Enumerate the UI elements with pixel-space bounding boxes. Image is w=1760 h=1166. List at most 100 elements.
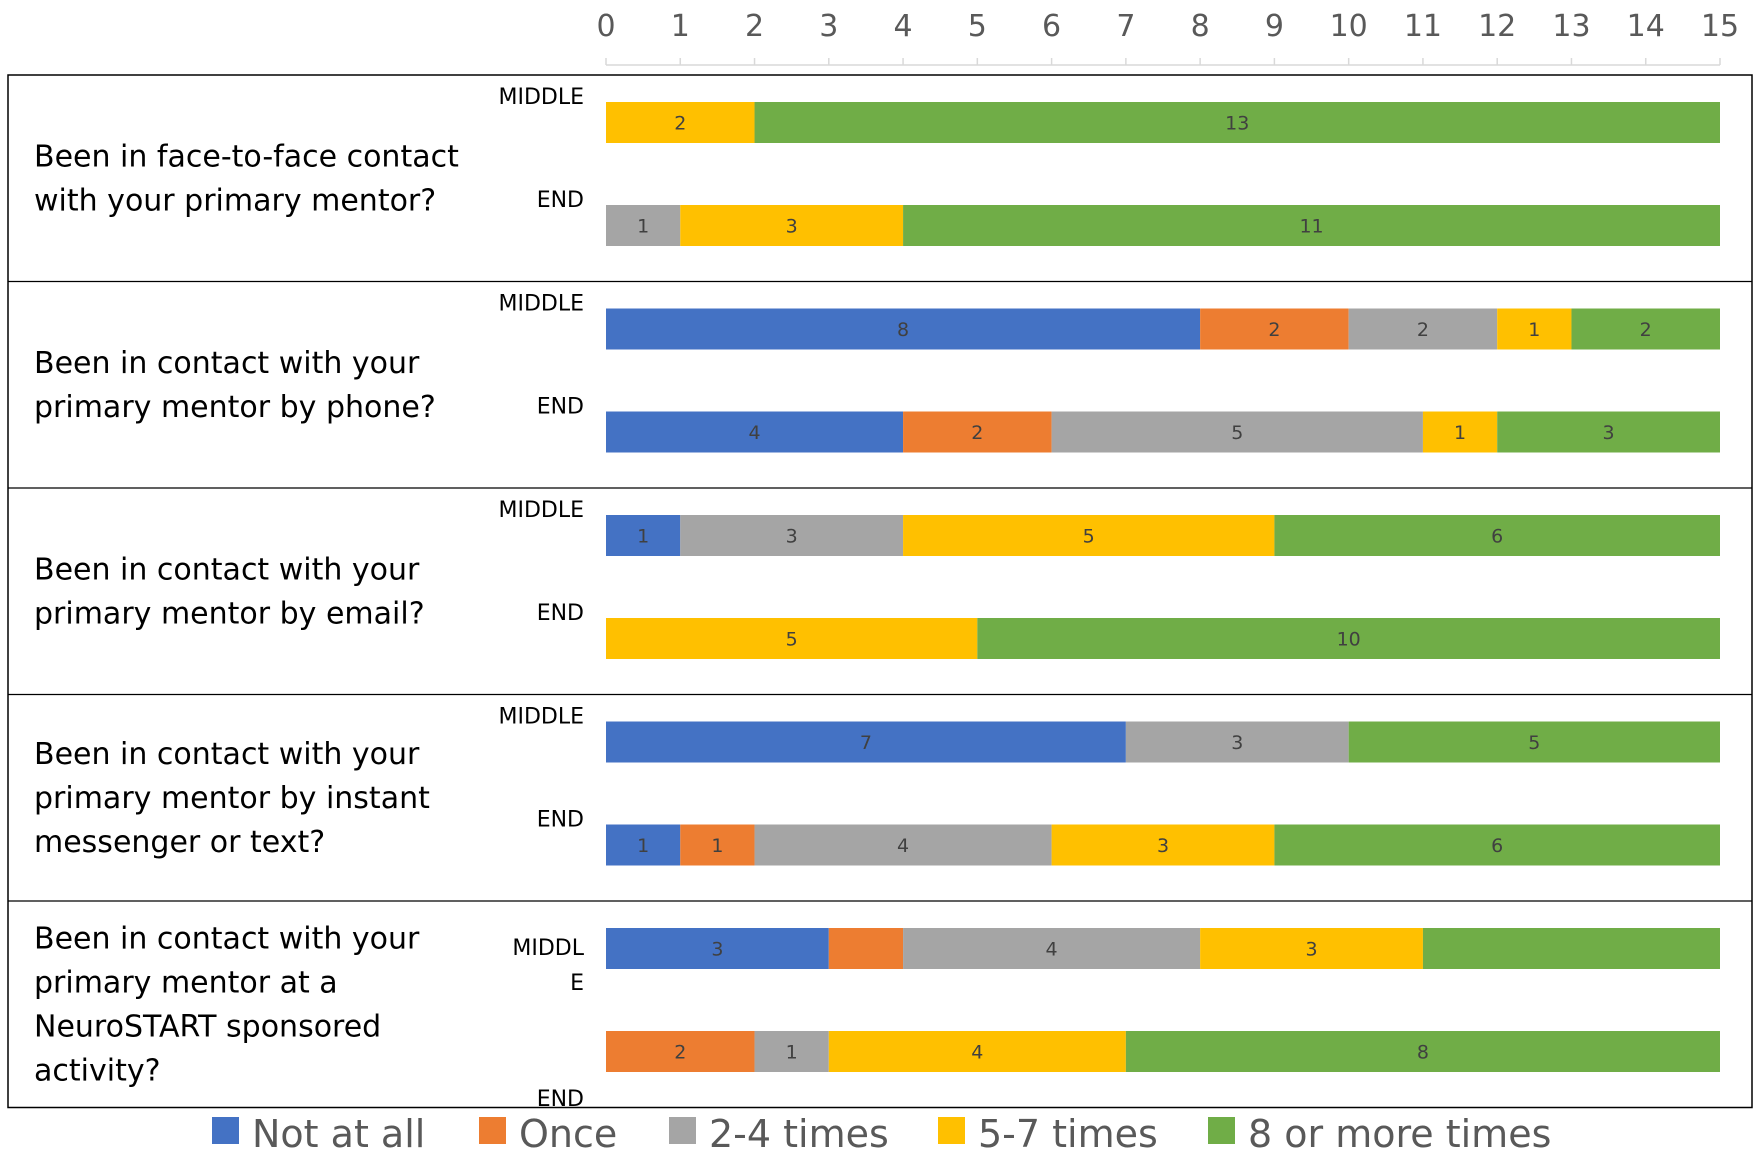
bar-data-label: 4 xyxy=(971,1042,983,1064)
bar-data-label: 1 xyxy=(711,835,723,857)
legend-label: 2-4 times xyxy=(709,1112,889,1156)
bar-data-label: 1 xyxy=(1528,319,1540,341)
bar-segment xyxy=(680,515,904,556)
category-labels: Been in face-to-face contact with your pr… xyxy=(34,85,585,1112)
bar-data-label: 2 xyxy=(674,113,686,135)
legend-label: Once xyxy=(519,1112,617,1156)
bar-data-label: 3 xyxy=(1305,939,1317,961)
bar-data-label: 1 xyxy=(786,1042,798,1064)
x-tick-label: 8 xyxy=(1191,9,1210,44)
bar-category-label: END xyxy=(537,808,584,833)
x-tick-label: 0 xyxy=(596,9,615,44)
bar-data-label: 1 xyxy=(637,835,649,857)
bar-data-label: 1 xyxy=(1454,422,1466,444)
bar-category-label: END xyxy=(537,1087,584,1112)
bar-category-label: END xyxy=(537,188,584,213)
bar-data-label: 3 xyxy=(1157,835,1169,857)
bar-segment xyxy=(828,1031,1126,1072)
bar-segment xyxy=(1051,411,1423,453)
legend-swatch xyxy=(938,1117,965,1144)
bar-segment xyxy=(1571,308,1720,350)
x-tick-label: 4 xyxy=(894,9,913,44)
bar-segment xyxy=(1422,411,1498,453)
x-tick-label: 3 xyxy=(819,9,838,44)
x-tick-label: 10 xyxy=(1330,9,1368,44)
bar-data-label: 2 xyxy=(1417,319,1429,341)
bar-segment xyxy=(1348,721,1720,763)
bar-data-label: 13 xyxy=(1225,113,1249,135)
bar-segment xyxy=(606,928,829,969)
bar-data-label: 3 xyxy=(1231,732,1243,754)
bar-segment xyxy=(1348,308,1498,350)
bar-segment xyxy=(754,102,1720,143)
x-tick-label: 13 xyxy=(1552,9,1590,44)
bar-segment xyxy=(606,515,681,556)
bars: 2 131 3 118 2 2 1 24 2 5 1 31 3 5 65 107 3 51 1 4 3 63 4 32 1 4 8 xyxy=(606,102,1720,1072)
bar-segment xyxy=(903,928,1201,969)
bar-segment xyxy=(606,824,681,866)
bar-segment xyxy=(606,618,978,659)
x-tick-label: 14 xyxy=(1627,9,1665,44)
bar-data-label: 2 xyxy=(1640,319,1652,341)
bar-segment xyxy=(606,1031,755,1072)
bar-data-label: 3 xyxy=(711,939,723,961)
bar-category-label: END xyxy=(537,395,584,420)
bar-data-label: 3 xyxy=(786,216,798,238)
bar-segment xyxy=(1125,721,1349,763)
bar-data-label: 7 xyxy=(860,732,872,754)
bar-segment xyxy=(754,824,1052,866)
bar-segment xyxy=(754,1031,829,1072)
x-tick-label: 12 xyxy=(1478,9,1516,44)
x-tick-label: 5 xyxy=(968,9,987,44)
bar-segment xyxy=(680,824,755,866)
legend-label: Not at all xyxy=(252,1112,425,1156)
legend-label: 8 or more times xyxy=(1248,1112,1551,1156)
bar-data-label: 3 xyxy=(1603,422,1615,444)
x-tick-label: 9 xyxy=(1265,9,1284,44)
bar-data-label: 3 xyxy=(786,526,798,548)
bar-data-label: 6 xyxy=(1491,526,1503,548)
question-label: Been in contact with your primary mentor … xyxy=(34,737,430,860)
bar-segment xyxy=(1200,928,1423,969)
bar-segment xyxy=(1274,515,1720,556)
bar-segment xyxy=(680,205,904,246)
bar-segment xyxy=(903,515,1275,556)
bar-data-label: 4 xyxy=(748,422,760,444)
bar-data-label: 2 xyxy=(1268,319,1280,341)
question-label: Been in face-to-face contact with your pr… xyxy=(34,139,459,218)
x-tick-label: 7 xyxy=(1116,9,1135,44)
bar-data-label: 1 xyxy=(637,526,649,548)
bar-segment xyxy=(828,928,904,969)
bar-category-label: MIDDLE xyxy=(498,498,584,523)
bar-segment xyxy=(606,102,755,143)
x-axis: 0 1 2 3 4 5 6 7 8 9 10 11 12 13 14 15 xyxy=(596,9,1739,66)
bar-segment xyxy=(1422,928,1720,969)
bar-data-label: 10 xyxy=(1337,629,1361,651)
legend-swatch xyxy=(669,1117,696,1144)
bar-data-label: 6 xyxy=(1491,835,1503,857)
bar-segment xyxy=(903,411,1052,453)
bar-data-label: 4 xyxy=(1046,939,1058,961)
bar-data-label: 2 xyxy=(674,1042,686,1064)
bar-segment xyxy=(1125,1031,1720,1072)
bar-segment xyxy=(606,308,1201,350)
x-tick-label: 1 xyxy=(671,9,690,44)
bar-segment xyxy=(606,721,1126,763)
x-tick-label: 11 xyxy=(1404,9,1442,44)
legend: Not at all Once 2-4 times 5-7 times 8 or mor… xyxy=(212,1112,1551,1156)
legend-swatch xyxy=(212,1117,239,1144)
bar-data-label: 5 xyxy=(786,629,798,651)
bar-data-label: 5 xyxy=(1528,732,1540,754)
x-tick-label: 15 xyxy=(1701,9,1739,44)
bar-segment xyxy=(606,205,681,246)
bar-data-label: 8 xyxy=(897,319,909,341)
bar-data-label: 5 xyxy=(1231,422,1243,444)
question-label: Been in contact with your primary mentor … xyxy=(34,921,420,1088)
bar-data-label: 4 xyxy=(897,835,909,857)
bar-segment xyxy=(903,205,1720,246)
bar-category-label: MIDDLE xyxy=(498,705,584,730)
bar-segment xyxy=(1497,308,1572,350)
bar-segment xyxy=(606,411,904,453)
